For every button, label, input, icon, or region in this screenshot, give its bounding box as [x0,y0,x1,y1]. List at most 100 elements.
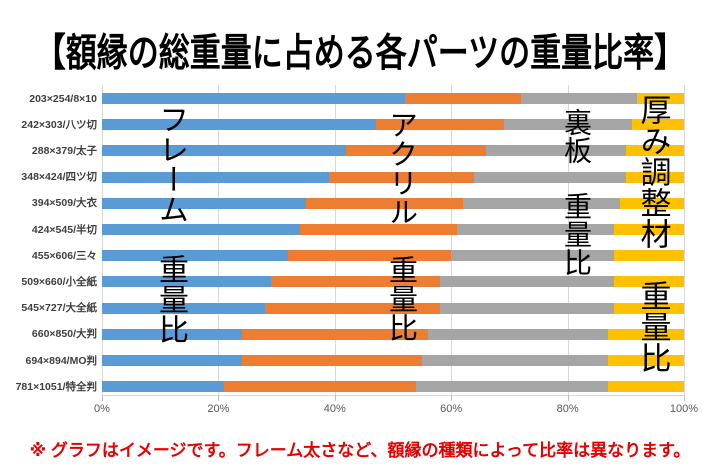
disclaimer-note: ※ グラフはイメージです。フレーム太さなど、額縁の種類によって比率は異なります。 [29,441,691,460]
bar-row [102,381,684,393]
bar-row [102,171,684,183]
bar-segment [328,171,475,183]
bar-segment [614,276,684,288]
gridline [684,85,685,395]
bar-row [102,276,684,288]
bar-segment [521,93,638,104]
gridline [334,85,336,395]
bar-row [102,355,684,366]
bar-segment [427,328,609,340]
gridline [451,85,453,395]
bar-segment [102,276,271,288]
tick-mark [684,395,685,401]
bar-segment [299,224,457,235]
y-axis-category-labels: 203×254/8×10 242×303/八ツ切 288×379/太子 348×424… [0,85,97,395]
bar-segment [457,224,615,235]
bar-segment [241,355,423,366]
bar-segment [264,302,440,314]
bar-segment [625,145,684,157]
bar-segment [404,93,522,104]
chart-title: 【額縁の総重量に占める各パーツの重量比率】 [34,31,686,75]
bar-row [102,302,684,314]
plot-area [102,85,685,395]
series-label-vertical: アクリル 重量比 [384,110,417,342]
x-tick-label: 100% [669,403,699,415]
bar-segment [486,145,626,157]
bar-segment [102,224,300,235]
bar-segment [625,171,684,183]
bar-segment [102,145,347,157]
bar-segment [439,302,615,314]
bar-segment [305,197,463,209]
bar-segment [102,197,306,209]
gridline [218,85,220,395]
bar-segment [451,250,615,262]
category-label: 509×660/小全紙 [21,275,97,288]
bar-segment [614,224,684,235]
bar-segment [637,93,684,104]
category-label: 545×727/大全紙 [21,302,97,315]
bar-segment [270,276,440,288]
bar-segment [631,119,684,131]
x-tick-label: 60% [440,403,463,415]
bar-segment [614,250,684,262]
bar-row [102,224,684,235]
tick-mark [334,395,336,401]
category-label: 424×545/半切 [31,223,97,236]
bar-segment [474,171,626,183]
bar-segment [608,355,684,366]
bar-segment [614,302,684,314]
gridline [102,85,103,395]
bar-segment [608,381,684,393]
bar-segment [102,250,289,262]
category-label: 660×850/大判 [31,328,97,341]
tick-mark [218,395,220,401]
bar-segment [288,250,452,262]
bar-segment [102,93,405,104]
bar-segment [462,197,620,209]
x-tick-label: 0% [94,403,110,415]
bar-row [102,328,684,340]
bar-segment [375,119,504,131]
bar-segment [346,145,487,157]
series-label-vertical: 裏板 重量比 [561,108,592,276]
category-label: 781×1051/特全判 [15,380,97,393]
bar-segment [503,119,632,131]
bar-row [102,93,684,104]
bar-segment [241,328,428,340]
gridline [567,85,569,395]
bar-segment [422,355,609,366]
bar-row [102,250,684,262]
bar-row [102,197,684,209]
series-label-vertical: フレーム 重量比 [154,104,187,344]
category-label: 394×509/大衣 [31,197,97,210]
bar-segment [102,355,242,366]
category-label: 348×424/四ツ切 [21,171,97,184]
tick-mark [102,395,103,401]
tick-mark [451,395,453,401]
bar-segment [439,276,615,288]
category-label: 203×254/8×10 [29,92,97,105]
bar-row [102,119,684,131]
x-axis-line [102,395,685,396]
category-label: 242×303/八ツ切 [21,118,97,131]
x-tick-label: 40% [323,403,346,415]
x-tick-label: 20% [207,403,230,415]
bar-segment [619,197,684,209]
tick-mark [567,395,569,401]
bar-segment [102,119,376,131]
category-label: 455×606/三々 [31,249,97,262]
bar-row [102,145,684,157]
bar-segment [102,302,265,314]
category-label: 288×379/太子 [31,144,97,157]
category-label: 694×894/MO判 [25,354,97,367]
series-label-vertical: 厚み調整材 重量比 [635,94,671,373]
bar-segment [102,328,242,340]
bar-segment [224,381,417,393]
bar-segment [416,381,609,393]
bar-segment [102,171,329,183]
bar-segment [608,328,684,340]
bar-segment [102,381,225,393]
x-tick-label: 80% [556,403,579,415]
